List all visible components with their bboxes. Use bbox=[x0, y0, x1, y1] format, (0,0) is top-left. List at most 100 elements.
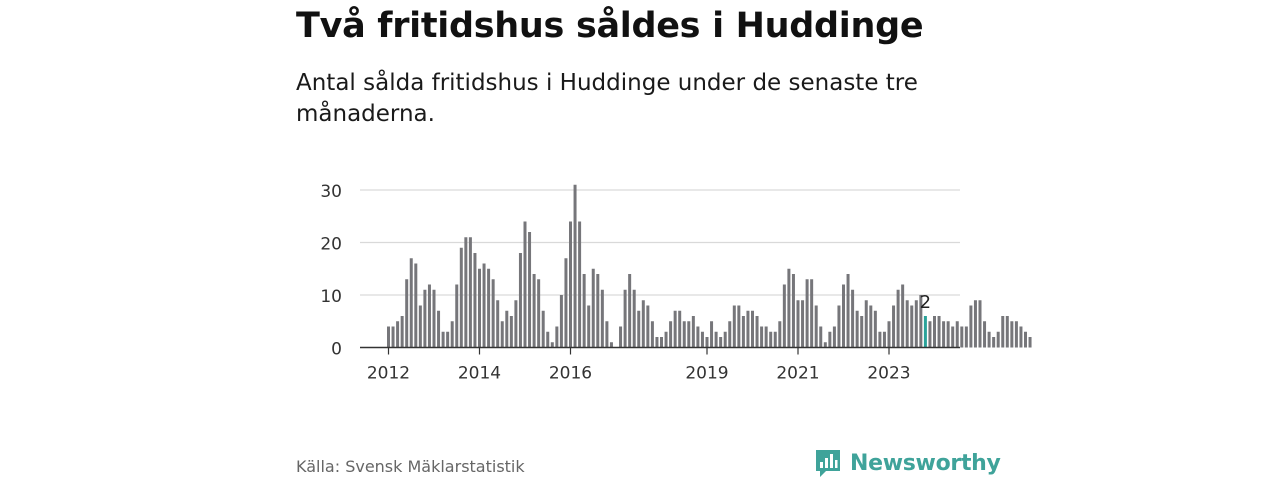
bar bbox=[732, 305, 736, 348]
bar bbox=[819, 326, 823, 348]
bar bbox=[837, 305, 841, 348]
y-axis-ticks: 0 10 20 30 bbox=[320, 182, 342, 360]
bar bbox=[769, 331, 773, 348]
bar bbox=[673, 310, 677, 348]
bar bbox=[751, 310, 754, 348]
bar bbox=[423, 289, 427, 348]
bar bbox=[450, 321, 454, 348]
bar bbox=[778, 321, 782, 348]
bar bbox=[942, 321, 946, 348]
bar bbox=[919, 295, 923, 348]
bar bbox=[828, 331, 832, 348]
bar bbox=[669, 321, 673, 348]
bar bbox=[491, 279, 495, 348]
newsworthy-chart-icon bbox=[816, 450, 840, 477]
bar bbox=[582, 274, 586, 348]
bar bbox=[728, 321, 732, 348]
bar bbox=[455, 284, 459, 348]
x-tick-label: 2016 bbox=[549, 364, 592, 384]
bar bbox=[973, 300, 977, 348]
bar bbox=[755, 316, 759, 348]
bar bbox=[787, 268, 791, 348]
bar bbox=[632, 289, 636, 348]
bar bbox=[637, 310, 641, 348]
bar bbox=[573, 184, 577, 348]
bar bbox=[855, 310, 859, 348]
bar bbox=[473, 253, 477, 348]
bar bbox=[655, 337, 659, 348]
bar bbox=[555, 326, 559, 348]
bar bbox=[387, 326, 390, 348]
bar bbox=[441, 331, 445, 348]
y-tick-label: 0 bbox=[331, 340, 342, 360]
bar bbox=[523, 221, 527, 348]
bar bbox=[892, 305, 896, 348]
bar bbox=[628, 274, 632, 348]
bar bbox=[710, 321, 714, 348]
bar bbox=[600, 289, 604, 348]
bar bbox=[569, 221, 572, 348]
bars bbox=[387, 184, 1032, 348]
bar bbox=[464, 237, 468, 348]
bar bbox=[896, 289, 900, 348]
bar bbox=[687, 321, 691, 348]
bar bbox=[882, 331, 886, 348]
bar bbox=[719, 337, 723, 348]
bar bbox=[878, 331, 882, 348]
bar bbox=[1014, 321, 1018, 348]
bar bbox=[432, 289, 436, 348]
bar bbox=[714, 331, 718, 348]
bar bbox=[846, 274, 850, 348]
bar bbox=[860, 316, 864, 348]
bar bbox=[1010, 321, 1014, 348]
bar bbox=[414, 263, 418, 348]
x-axis-ticks: 2012 2014 2016 2019 2021 2023 bbox=[367, 347, 911, 384]
bar bbox=[937, 316, 941, 348]
bar bbox=[869, 305, 873, 348]
bar bbox=[418, 305, 422, 348]
bar bbox=[596, 274, 600, 348]
bar bbox=[691, 316, 695, 348]
bar bbox=[928, 321, 932, 348]
bar bbox=[427, 284, 431, 348]
bar bbox=[532, 274, 536, 348]
bar bbox=[905, 300, 909, 348]
bar bbox=[773, 331, 777, 348]
x-tick-label: 2019 bbox=[685, 364, 728, 384]
bar bbox=[459, 247, 463, 348]
bar bbox=[528, 232, 532, 348]
bar bbox=[887, 321, 891, 348]
bar bbox=[500, 321, 504, 348]
y-tick-label: 30 bbox=[320, 182, 342, 202]
bar bbox=[409, 258, 413, 348]
bar bbox=[978, 300, 982, 348]
bar bbox=[987, 331, 991, 348]
bar bbox=[605, 321, 609, 348]
bar bbox=[505, 310, 509, 348]
newsworthy-logo: Newsworthy bbox=[814, 446, 1001, 480]
bar bbox=[1005, 316, 1009, 348]
bar bbox=[951, 326, 955, 348]
bar bbox=[810, 279, 814, 348]
bar bbox=[682, 321, 686, 348]
source-text: Källa: Svensk Mäklarstatistik bbox=[296, 457, 525, 476]
y-tick-label: 20 bbox=[320, 235, 342, 255]
bar bbox=[446, 331, 450, 348]
bar bbox=[400, 316, 404, 348]
brand-name: Newsworthy bbox=[850, 450, 1001, 476]
bar bbox=[437, 310, 441, 348]
bar bbox=[559, 295, 563, 348]
bar bbox=[396, 321, 400, 348]
bar bbox=[700, 331, 704, 348]
bar bbox=[946, 321, 950, 348]
bar bbox=[1028, 337, 1032, 348]
bar bbox=[478, 268, 481, 348]
bar bbox=[678, 310, 682, 348]
bar bbox=[405, 279, 409, 348]
bar bbox=[814, 305, 818, 348]
bar bbox=[791, 274, 795, 348]
bar bbox=[514, 300, 518, 348]
grid-lines bbox=[360, 189, 960, 296]
